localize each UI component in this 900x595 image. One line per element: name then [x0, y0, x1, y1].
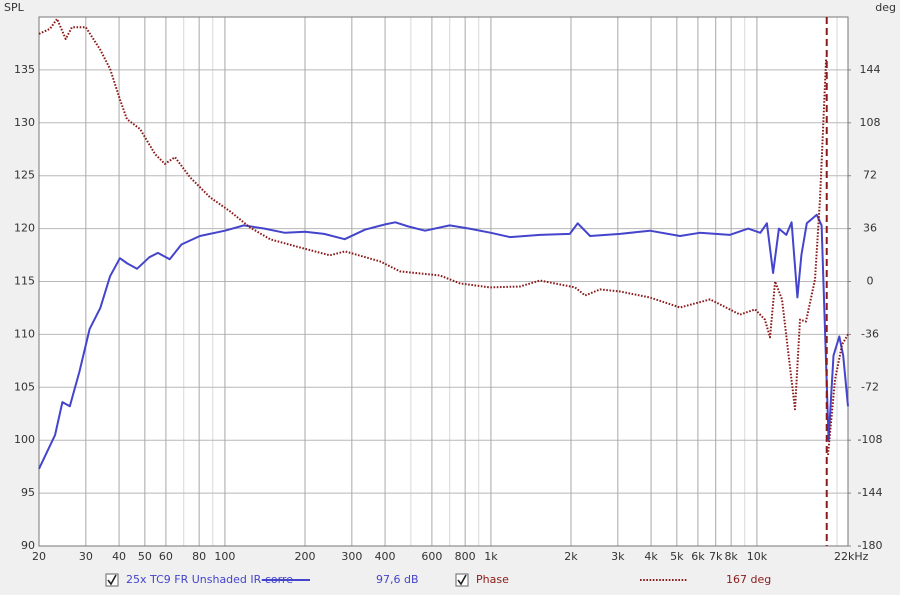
y2-tick-label: 144 [860, 63, 881, 76]
y2-axis-label: deg [875, 1, 896, 14]
x-tick-label: 22kHz [834, 550, 869, 563]
y2-tick-label: -36 [861, 327, 879, 340]
x-tick-label: 2k [564, 550, 578, 563]
x-tick-label: 7k [709, 550, 723, 563]
y-tick-label: 130 [14, 116, 35, 129]
y-tick-label: 115 [14, 275, 35, 288]
x-tick-label: 300 [341, 550, 362, 563]
series-line [38, 17, 849, 455]
x-tick-label: 20 [32, 550, 46, 563]
x-tick-label: 800 [455, 550, 476, 563]
y-tick-label: 135 [14, 63, 35, 76]
y2-tick-label: 36 [863, 222, 877, 235]
x-tick-label: 60 [159, 550, 173, 563]
x-tick-label: 8k [724, 550, 738, 563]
x-tick-label: 3k [611, 550, 625, 563]
x-tick-label: 30 [79, 550, 93, 563]
x-tick-label: 1k [484, 550, 498, 563]
y-tick-label: 105 [14, 380, 35, 393]
x-tick-label: 6k [691, 550, 705, 563]
legend-label: Phase [476, 573, 509, 586]
series-line [38, 213, 849, 470]
legend-label: 25x TC9 FR Unshaded IR-corre [126, 573, 293, 586]
y-axis-label: SPL [4, 1, 25, 14]
y2-tick-label: 0 [867, 275, 874, 288]
legend-check [107, 574, 117, 586]
y2-tick-label: -144 [858, 486, 883, 499]
x-tick-label: 5k [670, 550, 684, 563]
x-tick-label: 4k [644, 550, 658, 563]
y-tick-label: 125 [14, 169, 35, 182]
y-tick-label: 95 [21, 486, 35, 499]
x-tick-label: 400 [375, 550, 396, 563]
plot-border [38, 16, 849, 547]
y-tick-label: 110 [14, 327, 35, 340]
x-tick-label: 100 [214, 550, 235, 563]
y2-tick-label: -108 [858, 433, 883, 446]
y2-tick-label: 72 [863, 169, 877, 182]
x-tick-label: 40 [112, 550, 126, 563]
legend-readout: 167 deg [726, 573, 771, 586]
x-tick-label: 50 [138, 550, 152, 563]
y2-tick-label: -72 [861, 380, 879, 393]
x-tick-label: 600 [421, 550, 442, 563]
x-tick-label: 10k [747, 550, 768, 563]
y-tick-label: 90 [21, 539, 35, 552]
y2-tick-label: -180 [858, 539, 883, 552]
y-tick-label: 120 [14, 222, 35, 235]
legend-readout: 97,6 dB [376, 573, 419, 586]
legend-check [457, 574, 467, 586]
y2-tick-label: 108 [860, 116, 881, 129]
y-tick-label: 100 [14, 433, 35, 446]
x-tick-label: 80 [192, 550, 206, 563]
x-tick-label: 200 [294, 550, 315, 563]
